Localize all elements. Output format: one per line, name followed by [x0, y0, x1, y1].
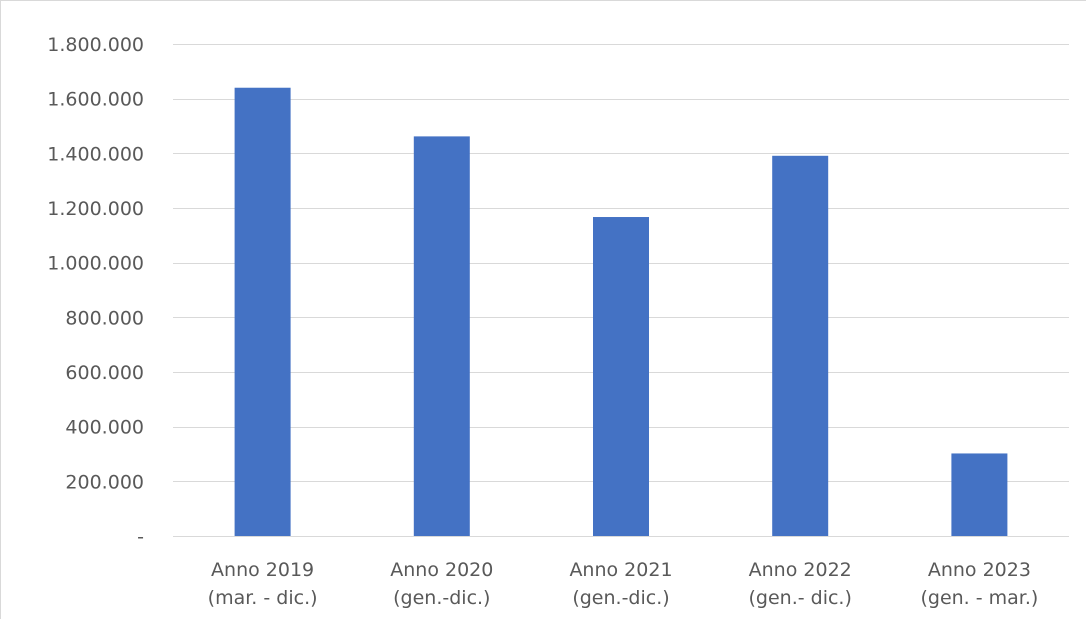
category-year-line: Anno 2022 — [749, 559, 852, 581]
x-category-label: Anno 2021 (gen.-dic.) — [569, 559, 672, 609]
bar — [413, 136, 470, 537]
y-tick-label: - — [137, 526, 144, 548]
category-year-line: Anno 2021 — [569, 559, 672, 581]
x-category-label: Anno 2020 (gen.-dic.) — [390, 559, 493, 609]
y-tick-label: 1.800.000 — [47, 34, 144, 56]
category-period-line: (gen.- dic.) — [749, 587, 852, 609]
category-period-line: (mar. - dic.) — [208, 587, 318, 609]
x-category-label: Anno 2022 (gen.- dic.) — [749, 559, 852, 609]
category-period-line: (gen.-dic.) — [393, 587, 490, 609]
bar — [772, 155, 829, 536]
y-axis-tick-labels: - 200.000 400.000 600.000 800.000 1.000.000 1.… — [47, 34, 144, 548]
bars — [234, 87, 1008, 537]
category-period-line: (gen.-dic.) — [572, 587, 669, 609]
x-axis-category-labels: Anno 2019 (mar. - dic.) Anno 2020 (gen.-dic… — [208, 559, 1039, 609]
bar — [593, 217, 649, 536]
category-year-line: Anno 2019 — [211, 559, 314, 581]
y-tick-label: 200.000 — [65, 471, 144, 493]
category-year-line: Anno 2020 — [390, 559, 493, 581]
y-tick-label: 1.200.000 — [47, 198, 144, 220]
y-tick-label: 1.600.000 — [47, 89, 144, 111]
x-category-label: Anno 2023 (gen. - mar.) — [920, 559, 1038, 609]
category-year-line: Anno 2023 — [928, 559, 1031, 581]
y-tick-label: 1.000.000 — [47, 253, 144, 275]
y-tick-label: 800.000 — [65, 307, 144, 329]
y-tick-label: 400.000 — [65, 417, 144, 439]
x-category-label: Anno 2019 (mar. - dic.) — [208, 559, 318, 609]
y-tick-label: 600.000 — [65, 362, 144, 384]
bar — [951, 453, 1008, 536]
category-period-line: (gen. - mar.) — [920, 587, 1038, 609]
bar — [234, 87, 291, 536]
y-tick-label: 1.400.000 — [47, 143, 144, 165]
